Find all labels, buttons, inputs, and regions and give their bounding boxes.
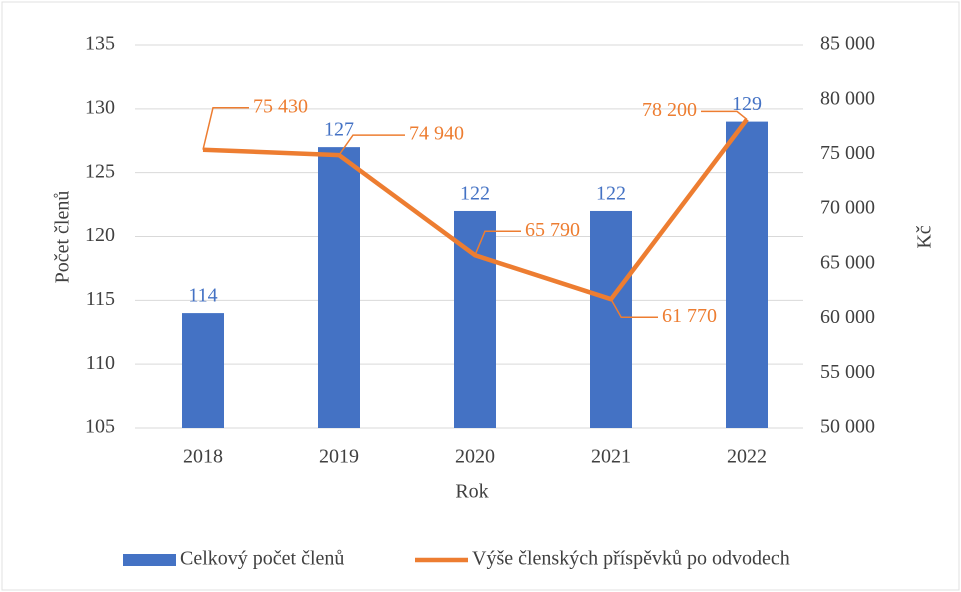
y-tick-label: 130	[85, 96, 115, 118]
bar	[318, 147, 360, 428]
y2-tick-label: 60 000	[820, 306, 875, 328]
bar	[726, 121, 768, 428]
x-tick-label: 2020	[455, 446, 495, 468]
x-tick-label: 2022	[727, 446, 767, 468]
y-axis-title: Počet členů	[52, 191, 74, 284]
x-axis-title: Rok	[455, 481, 488, 503]
y2-tick-label: 65 000	[820, 251, 875, 273]
y2-tick-label: 85 000	[820, 33, 875, 55]
legend-label: Celkový počet členů	[180, 548, 344, 570]
y-tick-label: 115	[86, 288, 115, 310]
leader-line	[610, 298, 658, 318]
leader-line	[474, 230, 521, 256]
line-value-label: 74 940	[409, 123, 464, 145]
line-value-label: 78 200	[642, 99, 697, 121]
bar-value-label: 114	[188, 285, 217, 307]
bar-value-label: 127	[324, 119, 354, 141]
line-value-label: 65 790	[525, 219, 580, 241]
legend-swatch	[123, 554, 176, 566]
y-tick-label: 125	[85, 160, 115, 182]
x-tick-label: 2018	[183, 446, 223, 468]
y2-tick-label: 80 000	[820, 87, 875, 109]
bar-value-label: 122	[460, 183, 490, 205]
x-tick-label: 2019	[319, 446, 359, 468]
y-tick-label: 105	[85, 416, 115, 438]
y-tick-label: 110	[86, 352, 115, 374]
x-tick-label: 2021	[591, 446, 631, 468]
y2-tick-label: 75 000	[820, 142, 875, 164]
leader-line	[701, 110, 748, 120]
y-tick-label: 120	[85, 224, 115, 246]
y-tick-label: 135	[85, 33, 115, 55]
line-value-label: 75 430	[253, 95, 308, 117]
bar	[590, 210, 632, 428]
y2-tick-label: 50 000	[820, 416, 875, 438]
y2-axis-title: Kč	[914, 225, 936, 248]
line-value-label: 61 770	[662, 305, 717, 327]
legend-label: Výše členských příspěvků po odvodech	[472, 548, 790, 570]
leader-line	[338, 134, 405, 156]
y2-tick-label: 70 000	[820, 197, 875, 219]
bar-value-label: 122	[596, 183, 626, 205]
bar-value-label: 129	[732, 93, 762, 115]
leader-line	[202, 106, 249, 150]
y2-tick-label: 55 000	[820, 361, 875, 383]
bar	[182, 313, 224, 428]
